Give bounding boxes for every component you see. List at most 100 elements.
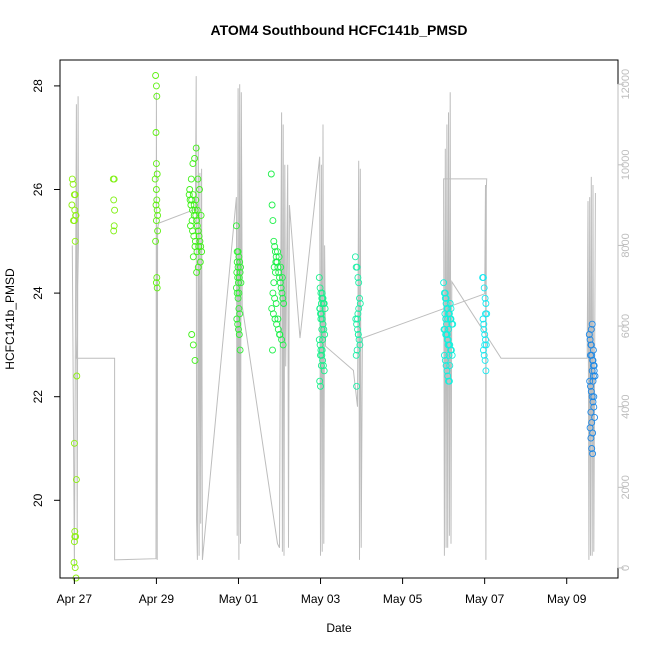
y2-tick-label: 0 — [620, 565, 632, 571]
data-point — [588, 445, 596, 452]
series-6 — [315, 274, 329, 390]
data-point — [276, 331, 283, 338]
data-point — [195, 232, 203, 240]
chart-title: ATOM4 Southbound HCFC141b_PMSD — [211, 22, 468, 38]
data-point — [590, 393, 598, 401]
data-point — [442, 300, 450, 307]
data-point — [354, 274, 362, 282]
series-10 — [585, 320, 599, 458]
data-point — [442, 315, 450, 323]
data-point — [482, 300, 490, 307]
data-point — [153, 284, 161, 292]
data-point — [195, 243, 203, 250]
x-tick-label: Apr 29 — [139, 592, 175, 606]
data-point — [271, 243, 279, 250]
y2-tick-label: 6000 — [620, 314, 632, 338]
data-point — [271, 268, 279, 276]
data-point — [317, 382, 324, 390]
data-point — [236, 310, 244, 318]
data-point — [111, 206, 119, 214]
data-point — [353, 346, 361, 354]
data-point — [191, 237, 199, 245]
data-point — [445, 377, 453, 385]
data-point — [320, 367, 328, 375]
series-1 — [109, 175, 119, 235]
data-point — [589, 346, 597, 354]
data-point — [235, 274, 243, 282]
data-point — [153, 274, 161, 282]
y-axis-label: HCFC141b_PMSD — [3, 268, 17, 370]
data-point — [189, 341, 197, 349]
data-point — [72, 211, 80, 219]
x-tick-label: May 07 — [465, 592, 505, 606]
data-point — [233, 258, 241, 266]
data-point — [445, 351, 453, 359]
data-point — [443, 367, 451, 375]
data-point — [353, 263, 361, 271]
data-point — [279, 294, 287, 302]
data-point — [189, 253, 197, 261]
y2-tick-label: 8000 — [620, 233, 632, 257]
data-point — [269, 217, 277, 225]
data-point — [232, 222, 240, 230]
data-point — [152, 160, 160, 168]
data-point — [446, 362, 454, 370]
data-point — [448, 351, 456, 359]
data-point — [234, 263, 242, 271]
data-point — [479, 346, 487, 354]
data-point — [351, 253, 359, 261]
data-point — [354, 310, 362, 318]
data-point — [354, 315, 361, 323]
data-point — [70, 559, 78, 566]
data-point — [196, 186, 203, 193]
data-point — [441, 356, 449, 364]
data-point — [320, 325, 328, 333]
data-point — [71, 206, 79, 214]
data-point — [191, 154, 199, 162]
x-axis-label: Date — [326, 621, 352, 635]
data-point — [278, 289, 286, 297]
data-point — [235, 289, 243, 297]
data-point — [235, 331, 243, 338]
data-point — [153, 206, 161, 214]
data-point — [191, 206, 199, 214]
data-point — [440, 279, 448, 287]
data-point — [190, 201, 198, 209]
data-point — [235, 325, 242, 333]
data-point — [315, 336, 323, 344]
data-point — [269, 346, 276, 354]
data-point — [194, 263, 202, 271]
series-4 — [232, 222, 245, 354]
data-point — [319, 336, 327, 344]
data-point — [444, 341, 452, 349]
data-point — [444, 315, 452, 323]
data-point — [482, 336, 489, 344]
data-point — [277, 263, 285, 271]
y2-tick-label: 2000 — [620, 475, 632, 499]
series-3 — [185, 144, 206, 364]
data-point — [480, 284, 488, 292]
data-point — [274, 248, 281, 256]
x-tick-label: May 09 — [547, 592, 587, 606]
data-point — [152, 217, 160, 225]
series-8 — [440, 279, 457, 385]
data-point — [71, 564, 79, 572]
data-point — [154, 211, 162, 219]
altitude-profile-layer — [71, 76, 596, 568]
data-point — [479, 274, 487, 282]
data-point — [317, 362, 325, 370]
data-point — [588, 320, 596, 328]
plot-frame — [59, 59, 619, 579]
data-point — [481, 294, 489, 302]
data-point — [152, 129, 160, 136]
data-point — [443, 305, 451, 313]
data-point — [588, 419, 596, 427]
data-point — [277, 284, 285, 292]
data-point — [352, 351, 360, 359]
y2-tick-label: 4000 — [620, 394, 632, 418]
data-point — [198, 248, 206, 256]
data-point — [316, 377, 324, 385]
data-point — [68, 201, 76, 209]
data-point — [151, 175, 159, 183]
x-tick-label: May 03 — [301, 592, 341, 606]
